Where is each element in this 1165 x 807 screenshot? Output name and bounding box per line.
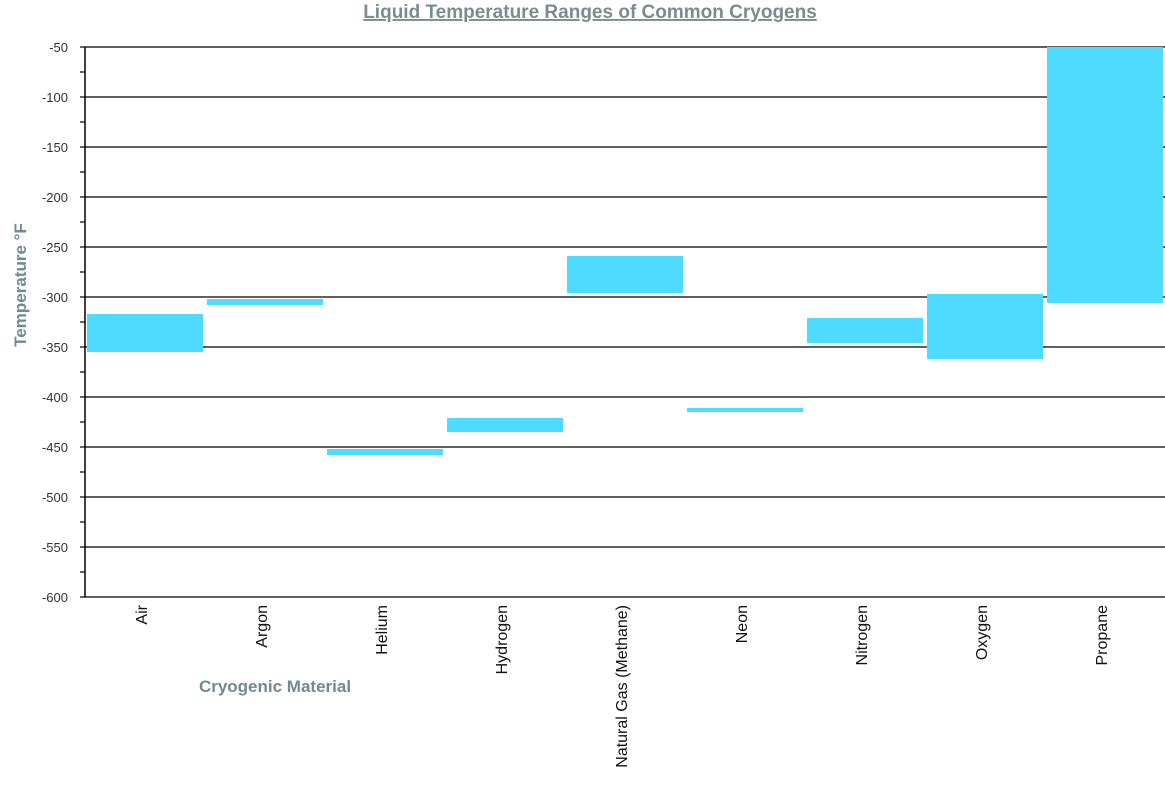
y-tick-label: -400 — [42, 390, 68, 405]
y-tick-label: -550 — [42, 540, 68, 555]
y-tick-label: -150 — [42, 140, 68, 155]
bars — [87, 47, 1163, 455]
x-tick-label: Neon — [734, 605, 751, 643]
bar-nitrogen — [807, 318, 923, 343]
chart-title: Liquid Temperature Ranges of Common Cryo… — [363, 2, 817, 23]
y-tick-label: -450 — [42, 440, 68, 455]
y-tick-label: -350 — [42, 340, 68, 355]
x-axis-label: Cryogenic Material — [199, 677, 351, 696]
bar-oxygen — [927, 294, 1043, 359]
y-tick-label: -600 — [42, 590, 68, 605]
y-tick-label: -50 — [49, 40, 68, 55]
x-tick-label: Natural Gas (Methane) — [614, 605, 631, 768]
bar-propane — [1047, 47, 1163, 303]
x-axis: Air Argon Helium Hydrogen Natural Gas (Metha… — [134, 604, 1111, 767]
x-tick-label: Argon — [254, 605, 271, 648]
x-tick-label: Nitrogen — [854, 605, 871, 665]
bar-air — [87, 314, 203, 352]
y-tick-label: -300 — [42, 290, 68, 305]
x-tick-label: Helium — [374, 605, 391, 655]
bar-neon — [687, 408, 803, 412]
y-axis-label: Temperature °F — [11, 223, 30, 347]
bar-argon — [207, 299, 323, 305]
bar-hydrogen — [447, 418, 563, 432]
x-tick-label: Oxygen — [974, 605, 991, 660]
y-axis: -50 -100 -150 -200 -250 -300 -350 -400 -450 -500 -… — [42, 40, 86, 605]
bar-natural-gas-methane — [567, 256, 683, 293]
x-tick-label: Air — [134, 604, 151, 624]
x-tick-label: Propane — [1094, 605, 1111, 666]
y-tick-label: -100 — [42, 90, 68, 105]
y-tick-label: -250 — [42, 240, 68, 255]
y-tick-label: -500 — [42, 490, 68, 505]
x-tick-label: Hydrogen — [494, 605, 511, 674]
gridlines — [85, 46, 1165, 598]
y-tick-label: -200 — [42, 190, 68, 205]
bar-helium — [327, 449, 443, 455]
